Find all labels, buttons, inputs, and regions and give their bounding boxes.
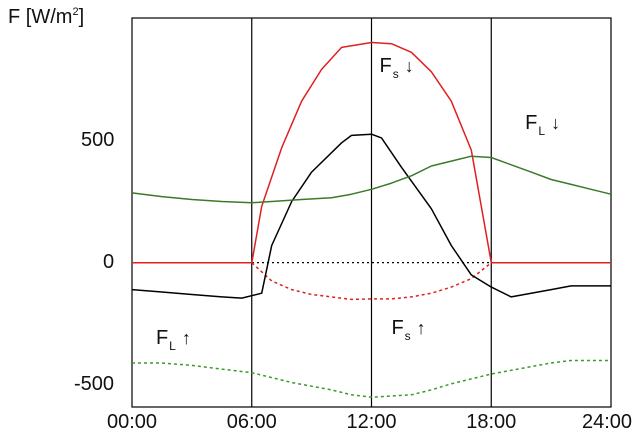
series-fl-up: [132, 359, 611, 398]
x-tick-label-0: 00:00: [107, 411, 158, 433]
y-axis-label-suffix: ]: [78, 6, 85, 28]
y-tick-label-2: -500: [74, 373, 115, 396]
series-net: [131, 133, 611, 299]
y-axis-label: F [W/m2]: [8, 6, 84, 29]
series-fl-down: [131, 155, 612, 204]
x-tick-label-1: 06:00: [226, 411, 277, 433]
x-tick-label-4: 24:00: [582, 411, 633, 433]
x-tick-label-2: 12:00: [346, 411, 397, 433]
annotation-fl-up: FL ↑: [155, 326, 191, 353]
annotation-fs-down: Fs ↓: [379, 55, 414, 82]
y-tick-label-0: 500: [81, 128, 115, 151]
series-fs-up: [251, 262, 492, 301]
x-tick-label-3: 18:00: [466, 411, 517, 433]
annotation-fl-down: FL ↓: [525, 111, 561, 138]
series-fs-down: [132, 41, 611, 264]
y-axis-label-superscript: 2: [72, 6, 79, 18]
y-axis-label-prefix: F [W/m: [8, 6, 73, 28]
y-tick-label-1: 0: [103, 251, 115, 274]
annotation-fs-up: Fs ↑: [391, 317, 426, 344]
